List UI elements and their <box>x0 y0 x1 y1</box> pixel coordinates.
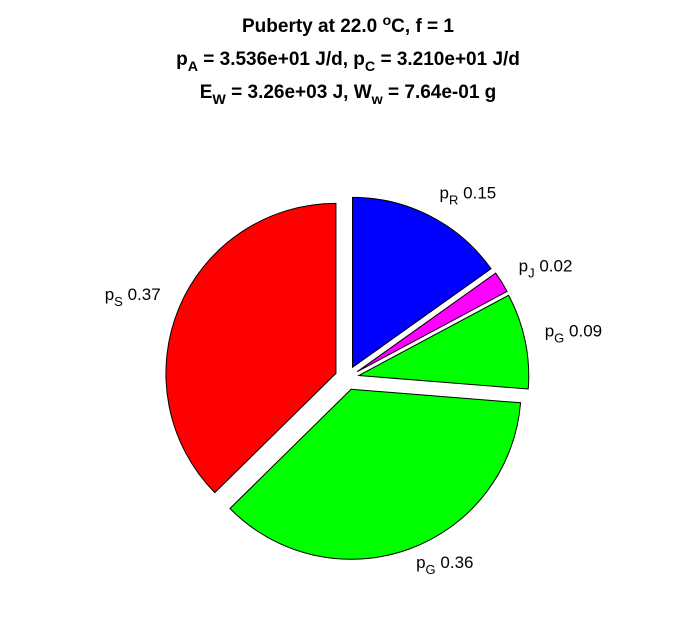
label-name: p <box>545 322 554 341</box>
label-value: 0.15 <box>463 183 496 202</box>
label-value: 0.02 <box>539 257 572 276</box>
text-part: C, f = 1 <box>391 16 454 37</box>
label-sub: S <box>114 294 123 309</box>
text-part: = 3.26e+03 J, W <box>226 82 372 103</box>
label-name: p <box>440 183 449 202</box>
label-sub: J <box>528 266 535 281</box>
pie-slice <box>165 202 337 494</box>
slice-label: pS 0.37 <box>105 285 161 309</box>
subscript: W <box>212 92 226 108</box>
text-part: = 7.64e-01 g <box>383 82 497 103</box>
label-sub: R <box>449 192 458 207</box>
label-sub: G <box>554 331 564 346</box>
slice-label: pG 0.36 <box>416 553 473 577</box>
label-value: 0.09 <box>569 322 602 341</box>
label-name: p <box>416 553 425 572</box>
pie-slice <box>229 388 522 560</box>
pie-slice <box>357 294 530 390</box>
label-value: 0.36 <box>440 553 473 572</box>
subscript: A <box>188 59 198 75</box>
text-part: = 3.536e+01 J/d, p <box>198 49 365 70</box>
text-part: = 3.210e+01 J/d <box>375 49 520 70</box>
pie-slice <box>356 272 508 373</box>
text-part: E <box>200 82 213 103</box>
label-name: p <box>519 257 528 276</box>
slice-label: pG 0.09 <box>545 322 602 346</box>
chart-title: Puberty at 22.0 o​C, f = 1 <box>242 13 454 37</box>
subscript: C <box>365 59 375 75</box>
text-part: p <box>176 49 188 70</box>
slice-label: pJ 0.02 <box>519 257 573 281</box>
chart-title: EW​ = 3.26e+03 J, Ww​ = 7.64e-01 g <box>200 82 497 108</box>
chart-title: pA​ = 3.536e+01 J/d, pC​ = 3.210e+01 J/d <box>176 49 520 75</box>
label-name: p <box>105 285 114 304</box>
pie-slice <box>351 196 492 369</box>
label-value: 0.37 <box>128 285 161 304</box>
text-part: Puberty at 22.0 <box>242 16 382 37</box>
subscript: w <box>371 92 384 108</box>
label-sub: G <box>426 562 436 577</box>
slice-label: pR 0.15 <box>440 183 497 207</box>
superscript: o <box>382 13 391 29</box>
